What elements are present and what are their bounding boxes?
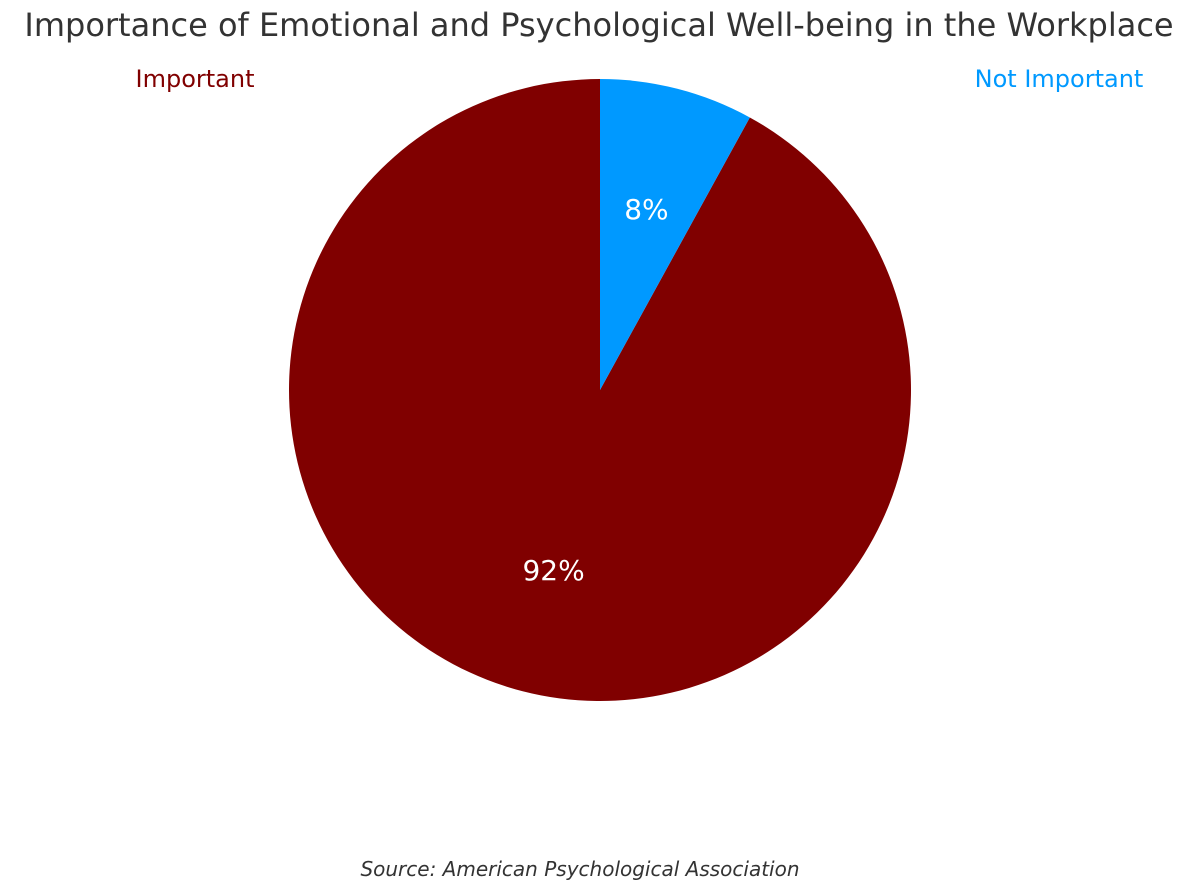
pie-slice-not-important (600, 79, 750, 390)
slice-category-label: Important (136, 65, 255, 93)
source-note: Source: American Psychological Associati… (360, 857, 800, 881)
slice-value-label: 92% (522, 554, 584, 587)
slice-value-label: 8% (624, 193, 668, 226)
chart-title: Importance of Emotional and Psychologica… (24, 6, 1174, 44)
slice-category-label: Not Important (975, 65, 1144, 93)
